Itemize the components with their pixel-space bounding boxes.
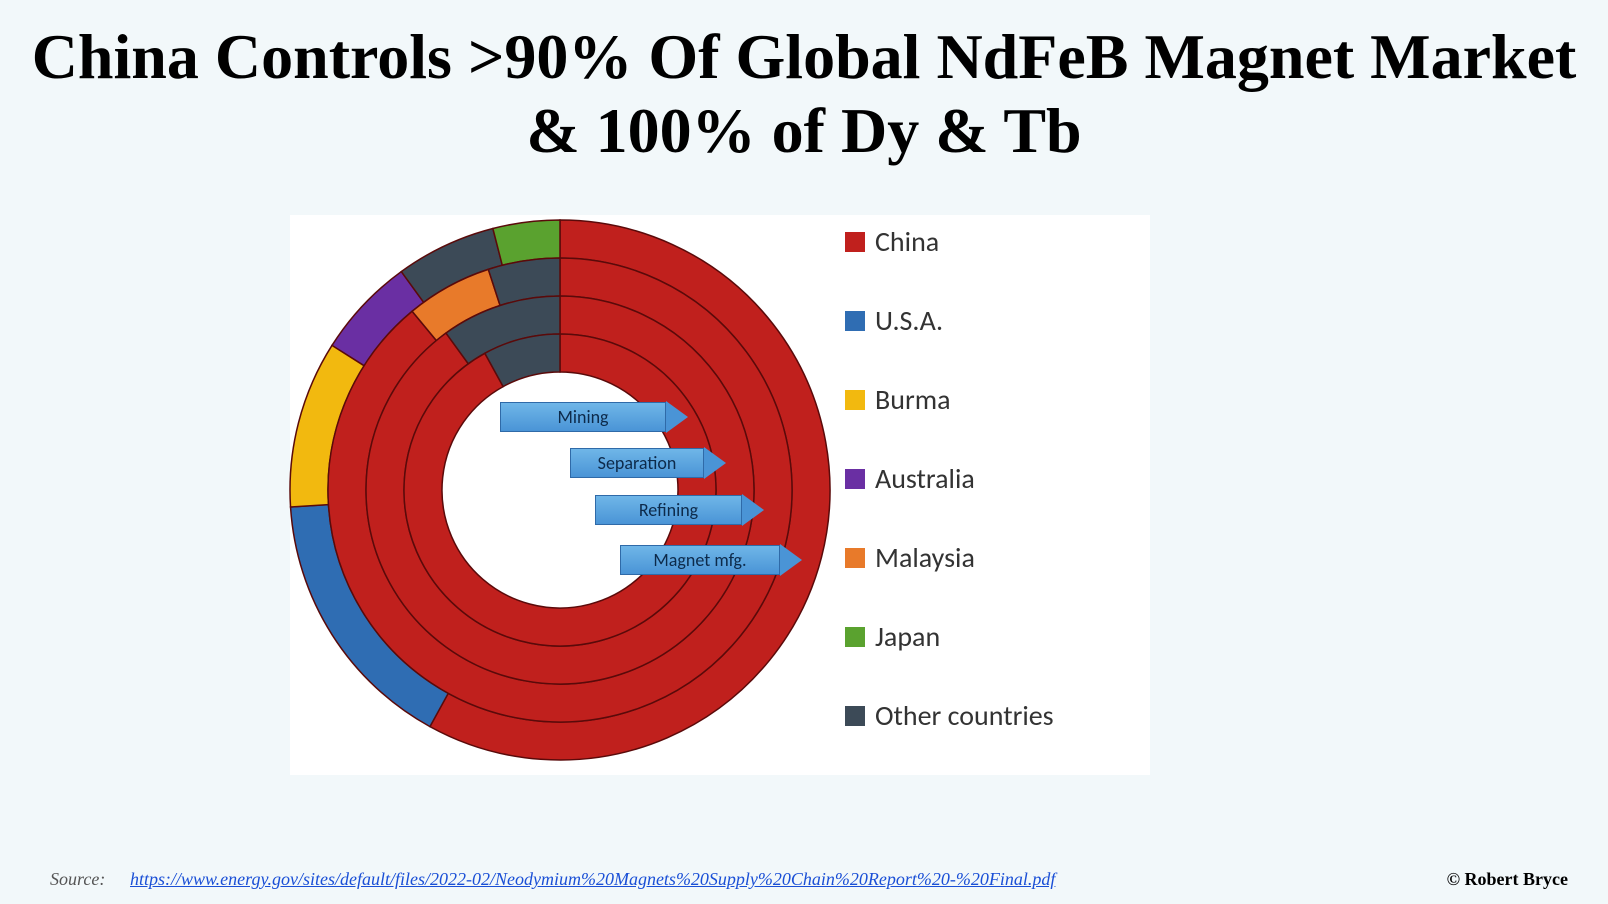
arrow-head-icon [666,401,688,433]
ring-label-text: Mining [500,402,666,432]
ring-label-text: Separation [570,448,704,478]
legend-label: Malaysia [875,540,975,575]
legend-label: Australia [875,461,975,496]
legend-label: China [875,224,939,259]
legend-swatch-icon [845,548,865,568]
legend-label: Other countries [875,698,1054,733]
ring-label-arrow: Mining [500,402,688,432]
legend-swatch-icon [845,469,865,489]
ring-label-arrow: Magnet mfg. [620,545,802,575]
ring-label-arrow: Refining [595,495,764,525]
legend-swatch-icon [845,232,865,252]
copyright: © Robert Bryce [1447,869,1568,890]
legend-item: China [845,224,1054,259]
source-link[interactable]: https://www.energy.gov/sites/default/fil… [130,869,1055,890]
legend-label: U.S.A. [875,303,943,338]
legend-swatch-icon [845,706,865,726]
legend-swatch-icon [845,627,865,647]
legend-label: Japan [875,619,940,654]
nested-donut-chart [0,0,1608,904]
ring-label-arrow: Separation [570,448,726,478]
legend-item: U.S.A. [845,303,1054,338]
ring-label-text: Refining [595,495,742,525]
legend-label: Burma [875,382,950,417]
legend-item: Burma [845,382,1054,417]
segment [404,334,716,646]
arrow-head-icon [780,544,802,576]
legend-item: Other countries [845,698,1054,733]
legend-item: Japan [845,619,1054,654]
arrow-head-icon [704,447,726,479]
legend-item: Malaysia [845,540,1054,575]
legend-swatch-icon [845,390,865,410]
legend-swatch-icon [845,311,865,331]
source-label: Source: [50,869,105,890]
ring-label-text: Magnet mfg. [620,545,780,575]
legend: China U.S.A. Burma Australia Malaysia Japan Ot… [845,224,1054,777]
arrow-head-icon [742,494,764,526]
legend-item: Australia [845,461,1054,496]
